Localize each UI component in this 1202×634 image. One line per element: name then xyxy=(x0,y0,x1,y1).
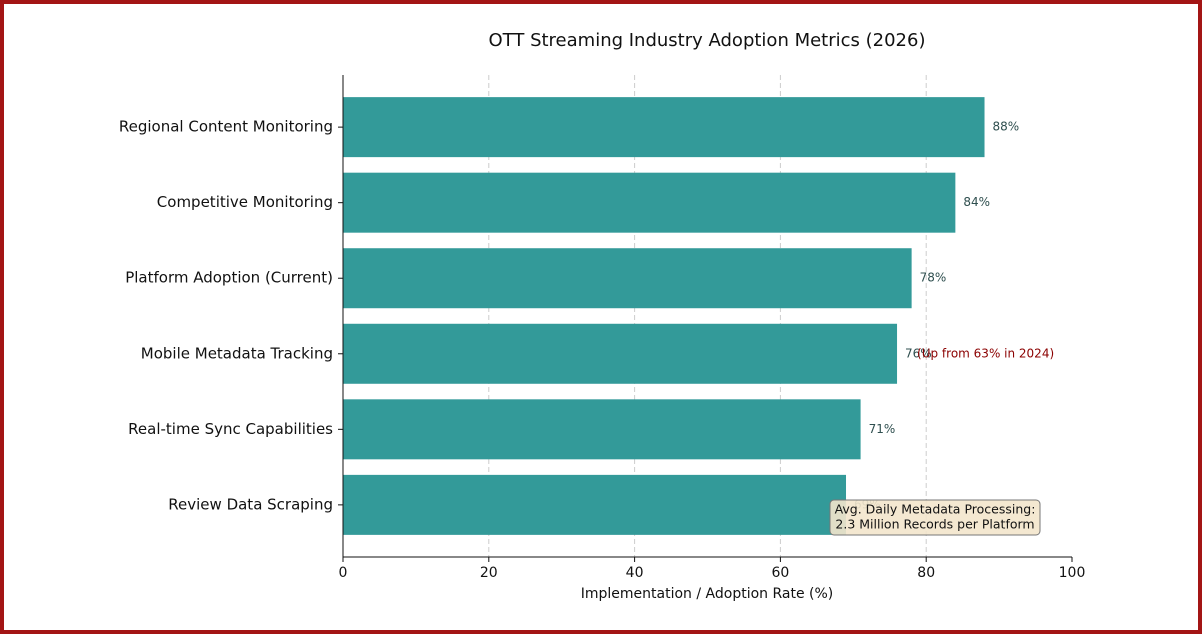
value-label: 84% xyxy=(963,195,990,209)
value-label: 71% xyxy=(869,422,896,436)
bar xyxy=(343,172,956,233)
value-label: 76% xyxy=(905,346,932,360)
y-tick-label: Real-time Sync Capabilities xyxy=(128,420,333,438)
y-tick-label: Mobile Metadata Tracking xyxy=(141,344,333,362)
x-tick-label: 20 xyxy=(480,565,498,581)
x-tick-label: 80 xyxy=(917,565,935,581)
bar xyxy=(343,323,898,384)
y-tick-label: Review Data Scraping xyxy=(168,495,333,513)
info-box-text: Avg. Daily Metadata Processing: xyxy=(835,502,1036,517)
bar xyxy=(343,97,985,158)
info-box xyxy=(829,499,1041,536)
chart: OTT Streaming Industry Adoption Metrics … xyxy=(119,30,1086,602)
x-tick-label: 60 xyxy=(771,565,789,581)
y-tick-label: Platform Adoption (Current) xyxy=(125,269,333,287)
y-tick-label: Competitive Monitoring xyxy=(157,193,333,211)
x-tick-label: 0 xyxy=(339,565,348,581)
y-tick-label: Regional Content Monitoring xyxy=(119,118,333,136)
value-label: 78% xyxy=(920,271,947,285)
x-tick-label: 100 xyxy=(1059,565,1086,581)
bar xyxy=(343,474,847,535)
chart-title: OTT Streaming Industry Adoption Metrics … xyxy=(489,30,926,51)
bar xyxy=(343,399,861,460)
info-box-text: 2.3 Million Records per Platform xyxy=(835,517,1034,532)
annotation: (Up from 63% in 2024) xyxy=(917,346,1054,360)
value-label: 88% xyxy=(993,120,1020,134)
bar xyxy=(343,248,912,309)
x-tick-label: 40 xyxy=(626,565,644,581)
x-axis-label: Implementation / Adoption Rate (%) xyxy=(581,586,834,602)
